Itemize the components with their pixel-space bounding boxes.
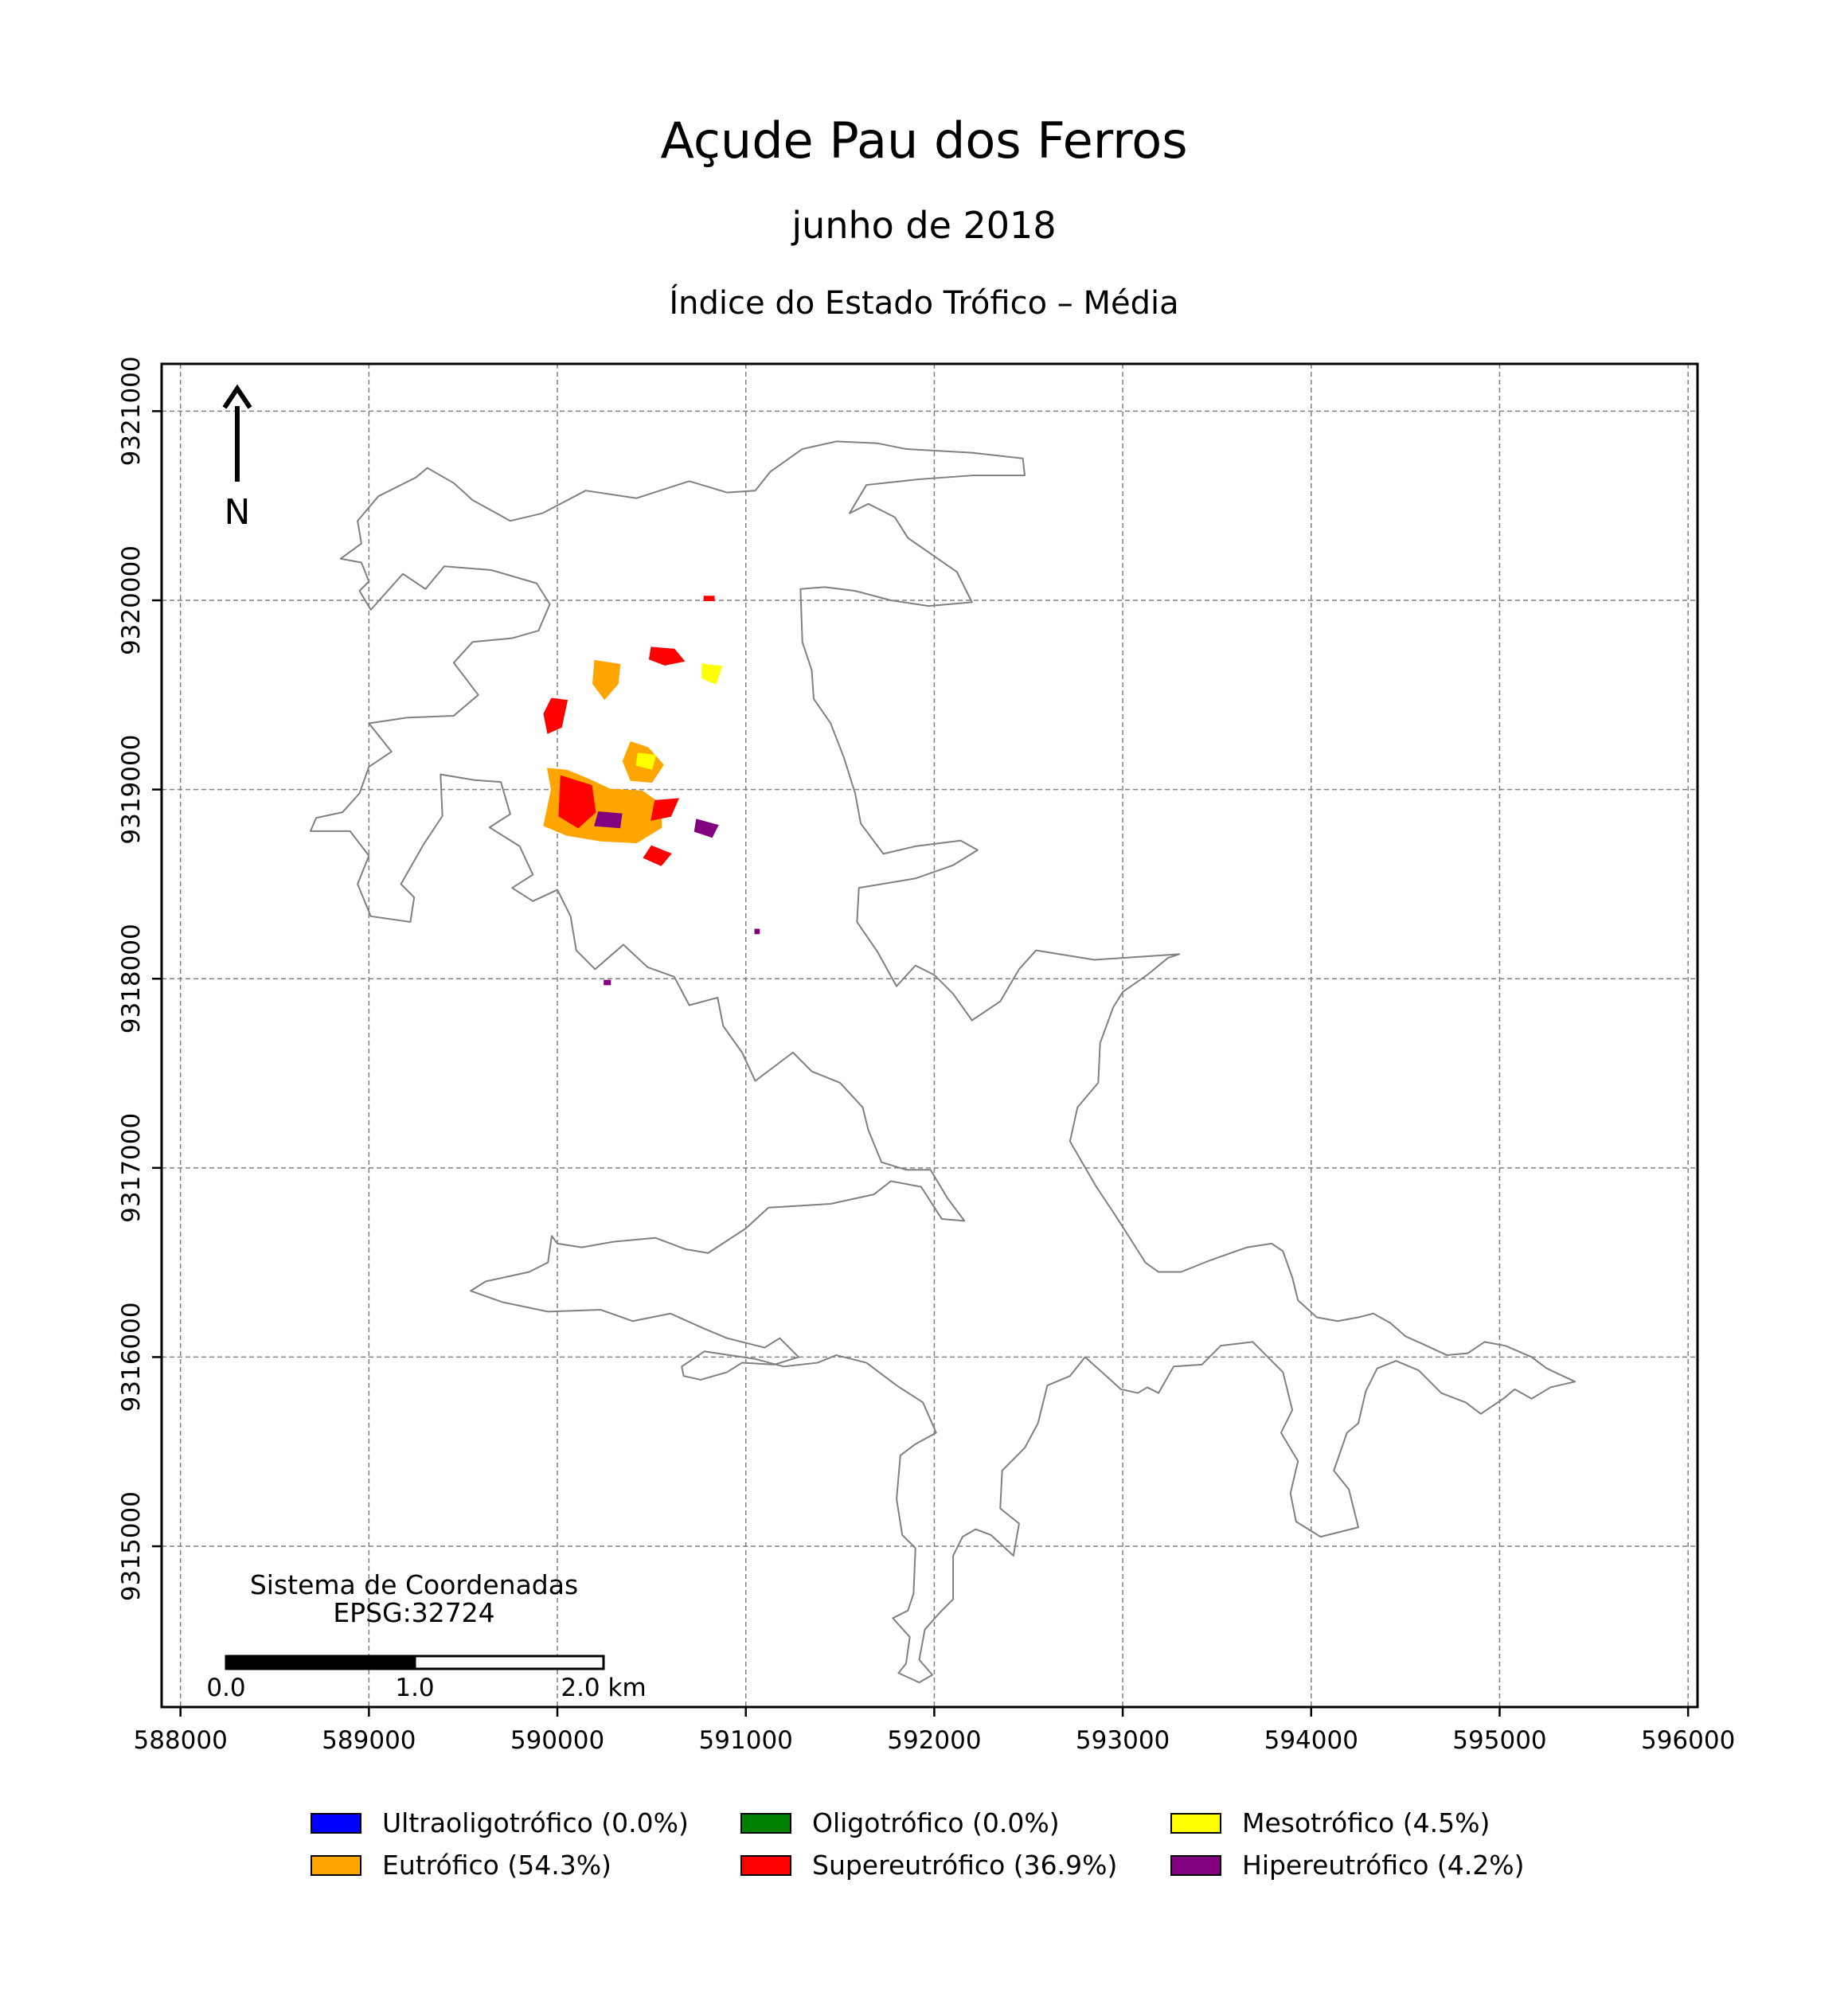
trophic-patch (643, 845, 672, 866)
y-tick-label: 9319000 (117, 735, 146, 845)
legend-swatch (1170, 1812, 1221, 1834)
y-tick-label: 9318000 (117, 924, 146, 1033)
x-tick-label: 594000 (1264, 1726, 1358, 1752)
crs-label-line2: EPSG:32724 (333, 1597, 494, 1628)
legend-swatch (740, 1812, 791, 1834)
legend-label: Eutrófico (54.3%) (382, 1850, 611, 1881)
legend-label: Supereutrófico (36.9%) (812, 1850, 1118, 1881)
map-chart: 588000 589000 590000 591000 592000 593000 5940… (117, 356, 1735, 1752)
crs-label-line1: Sistema de Coordenadas (250, 1569, 578, 1600)
x-tick-label: 595000 (1452, 1726, 1546, 1752)
trophic-patch (693, 818, 719, 838)
legend-item-eutrofico: Eutrófico (54.3%) (311, 1850, 740, 1881)
map-subtitle: junho de 2018 (791, 204, 1057, 247)
x-tick-label: 588000 (133, 1726, 227, 1752)
reservoir-outline (309, 440, 1576, 1684)
x-tick-label: 589000 (322, 1726, 416, 1752)
scale-bar-label-0: 0.0 (206, 1674, 245, 1702)
trophic-patch (594, 811, 623, 829)
scale-bar-label-1: 1.0 (395, 1674, 434, 1702)
x-tick-label: 590000 (510, 1726, 604, 1752)
scale-bar-label-2: 2.0 km (561, 1674, 646, 1702)
x-tick-label: 592000 (887, 1726, 981, 1752)
legend-swatch (740, 1854, 791, 1876)
trophic-patch (651, 798, 680, 821)
trophic-patch (604, 979, 611, 986)
y-tick-label: 9320000 (117, 545, 146, 655)
legend-label: Mesotrófico (4.5%) (1242, 1807, 1491, 1838)
y-tick-label: 9321000 (117, 356, 146, 466)
legend-swatch (1170, 1854, 1221, 1876)
scale-bar: 0.0 1.0 2.0 km (206, 1655, 647, 1702)
trophic-patch (701, 663, 723, 685)
trophic-patch (592, 659, 621, 701)
grid-lines (162, 364, 1698, 1707)
legend-item-ultraoligotrofico: Ultraoligotrófico (0.0%) (311, 1807, 740, 1838)
legend: Ultraoligotrófico (0.0%) Oligotrófico (0… (311, 1807, 1600, 1881)
map-index-title: Índice do Estado Trófico – Média (669, 285, 1179, 322)
legend-item-oligotrofico: Oligotrófico (0.0%) (740, 1807, 1170, 1838)
axis-ticks: 588000 589000 590000 591000 592000 593000 5940… (117, 356, 1735, 1752)
legend-swatch (311, 1854, 361, 1876)
scale-bar-black-segment (225, 1655, 416, 1670)
x-tick-label: 596000 (1641, 1726, 1735, 1752)
legend-label: Oligotrófico (0.0%) (812, 1807, 1060, 1838)
trophic-patches (543, 596, 760, 986)
x-tick-label: 591000 (699, 1726, 793, 1752)
scale-bar-white-segment (413, 1655, 605, 1670)
trophic-patch (543, 697, 568, 734)
north-arrow-head (222, 384, 252, 409)
legend-item-supereutrofico: Supereutrófico (36.9%) (740, 1850, 1170, 1881)
legend-item-hipereutrofico: Hipereutrófico (4.2%) (1170, 1850, 1600, 1881)
trophic-patch (635, 752, 657, 770)
reservoir-outline-path (309, 440, 1576, 1684)
map-frame (160, 362, 1699, 1709)
north-label: N (225, 492, 251, 533)
map-title: Açude Pau dos Ferros (660, 111, 1188, 170)
north-arrow: N (222, 384, 252, 533)
y-tick-label: 9316000 (117, 1302, 146, 1412)
y-tick-label: 9315000 (117, 1491, 146, 1601)
x-tick-label: 593000 (1076, 1726, 1170, 1752)
trophic-patch (754, 928, 760, 935)
legend-swatch (311, 1812, 361, 1834)
trophic-patch (558, 775, 596, 829)
legend-label: Hipereutrófico (4.2%) (1242, 1850, 1525, 1881)
legend-item-mesotrofico: Mesotrófico (4.5%) (1170, 1807, 1600, 1838)
trophic-patch (703, 596, 715, 602)
y-tick-label: 9317000 (117, 1113, 146, 1223)
trophic-patch (648, 647, 686, 666)
legend-label: Ultraoligotrófico (0.0%) (382, 1807, 689, 1838)
